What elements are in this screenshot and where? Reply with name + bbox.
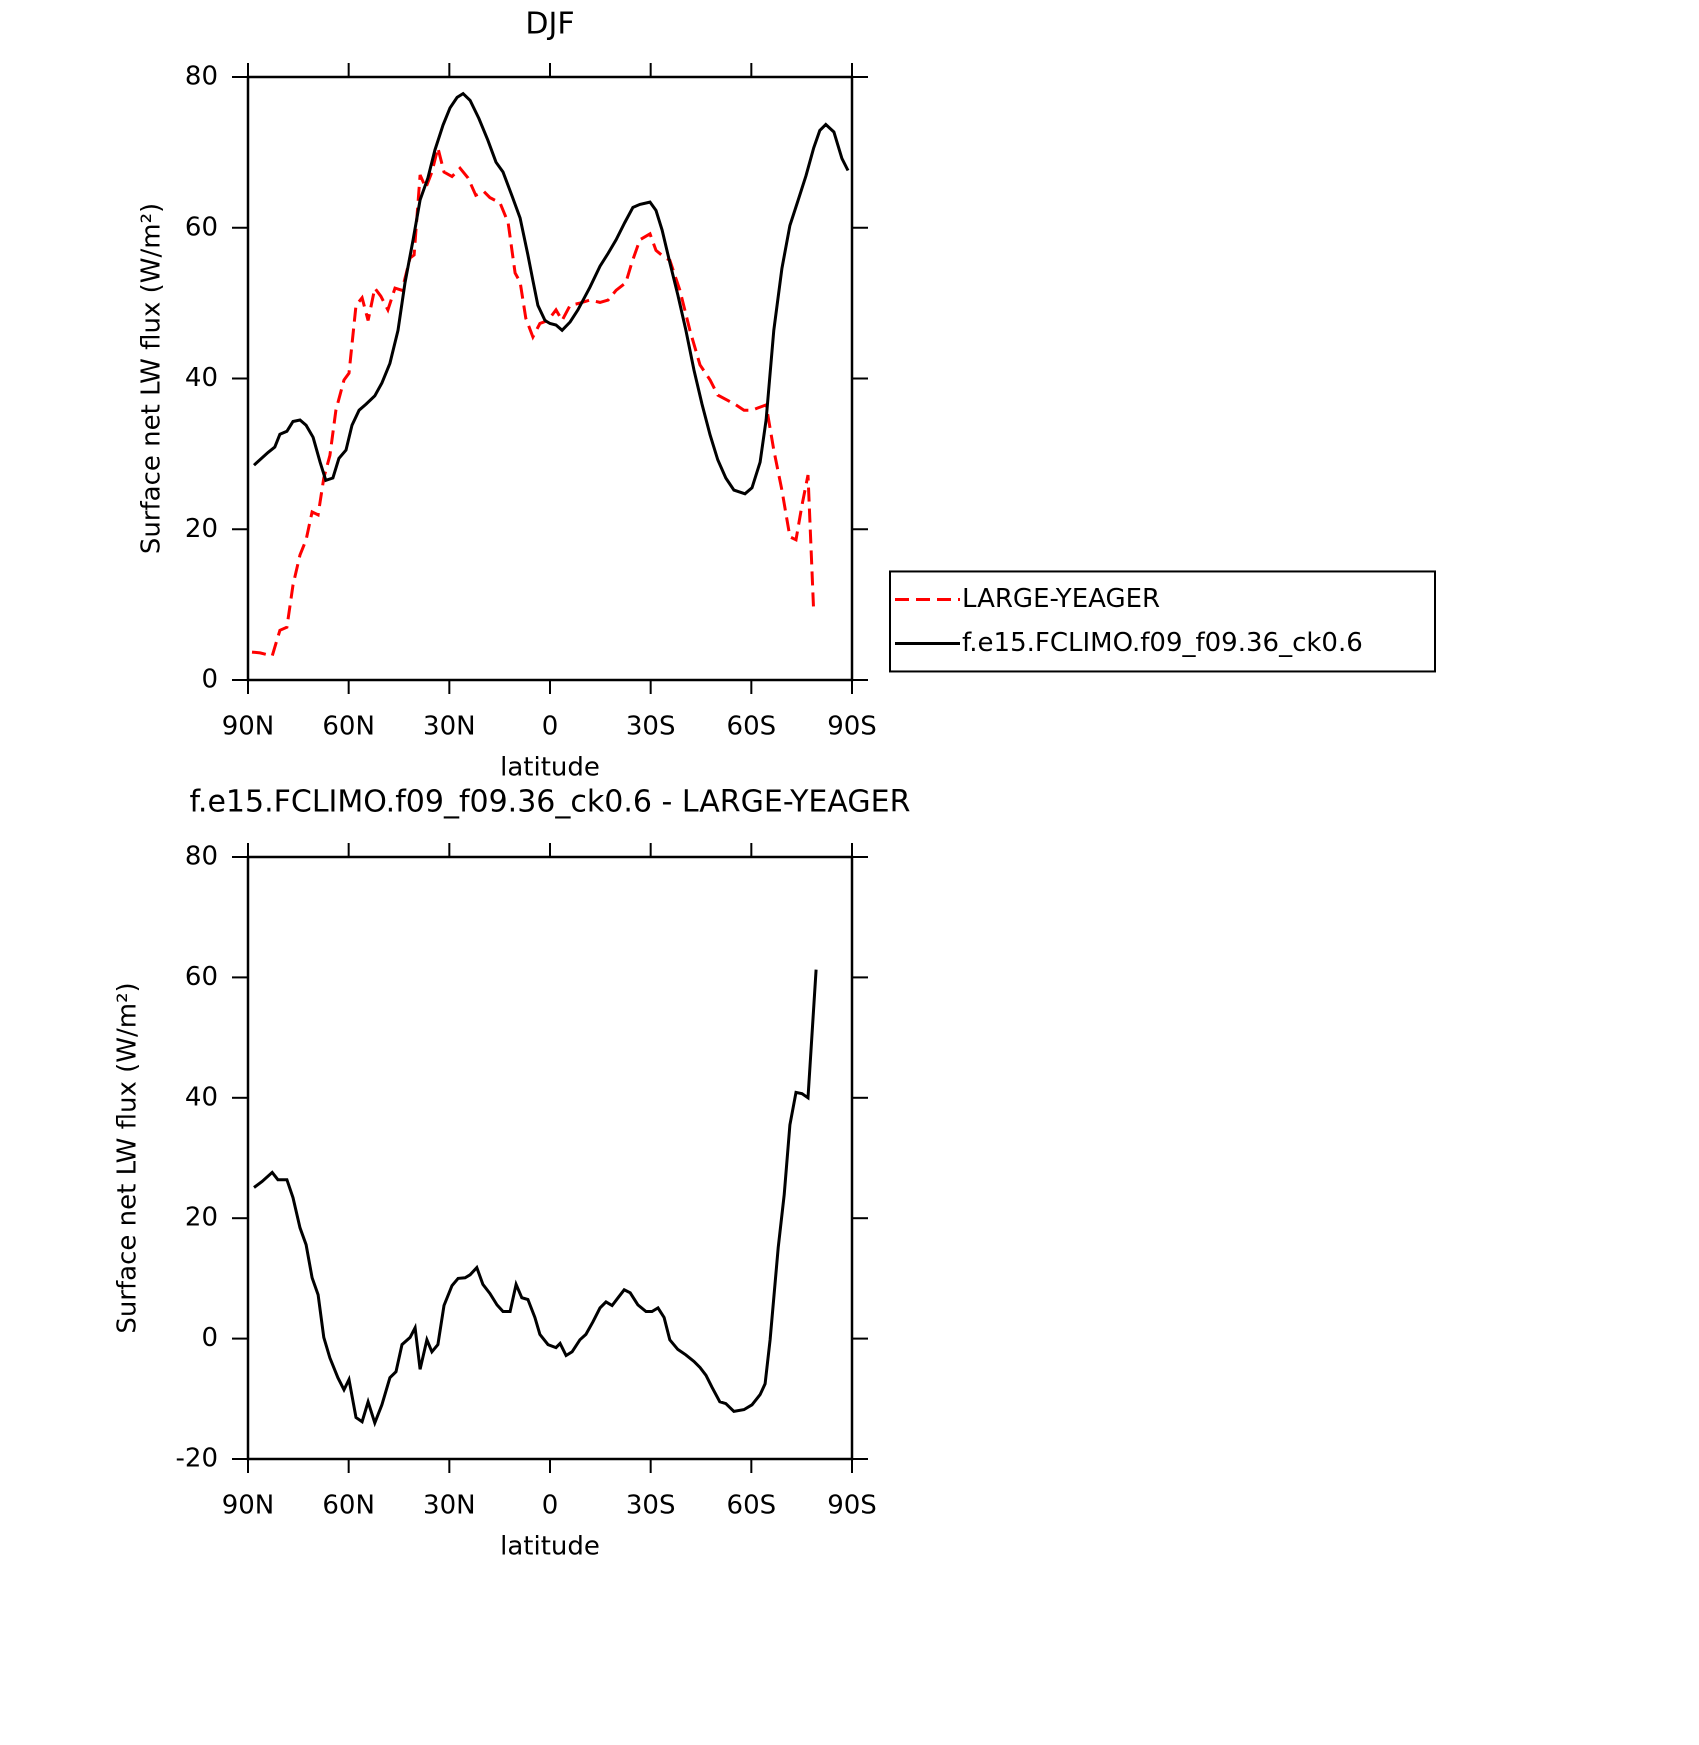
x-tick-label: 90S bbox=[827, 1491, 877, 1521]
chart-title: DJF bbox=[525, 7, 574, 42]
x-tick-label: 60N bbox=[322, 1491, 375, 1521]
y-tick-label: 0 bbox=[201, 665, 218, 695]
x-tick-label: 60S bbox=[727, 712, 777, 742]
x-tick-label: 90N bbox=[222, 712, 275, 742]
legend-label: LARGE-YEAGER bbox=[962, 584, 1160, 614]
legend-box bbox=[889, 570, 1436, 673]
x-tick-label: 30S bbox=[626, 1491, 676, 1521]
x-axis-label: latitude bbox=[500, 1532, 600, 1562]
x-tick-label: 90N bbox=[222, 1491, 275, 1521]
x-tick-label: 60S bbox=[727, 1491, 777, 1521]
x-tick-label: 30N bbox=[423, 1491, 476, 1521]
x-tick-label: 30N bbox=[423, 712, 476, 742]
plot-frame bbox=[246, 855, 854, 1461]
data-line bbox=[252, 91, 850, 496]
x-tick-label: 0 bbox=[542, 1491, 559, 1521]
x-tick-label: 60N bbox=[322, 712, 375, 742]
y-tick-label: 80 bbox=[185, 842, 218, 872]
y-tick-label: 20 bbox=[185, 514, 218, 544]
chart-title: f.e15.FCLIMO.f09_f09.36_ck0.6 - LARGE-YE… bbox=[190, 785, 911, 820]
x-tick-label: 30S bbox=[626, 712, 676, 742]
plot-frame bbox=[246, 75, 854, 682]
y-tick-label: 0 bbox=[201, 1323, 218, 1353]
y-tick-label: 40 bbox=[185, 363, 218, 393]
y-tick-label: 80 bbox=[185, 62, 218, 92]
y-tick-label: 60 bbox=[185, 212, 218, 242]
y-axis-label: Surface net LW flux (W/m²) bbox=[137, 203, 167, 554]
y-axis-label: Surface net LW flux (W/m²) bbox=[113, 982, 143, 1333]
data-line bbox=[251, 147, 816, 658]
y-tick-label: 20 bbox=[185, 1203, 218, 1233]
legend-label: f.e15.FCLIMO.f09_f09.36_ck0.6 bbox=[962, 628, 1363, 658]
x-tick-label: 0 bbox=[542, 712, 559, 742]
y-tick-label: 60 bbox=[185, 962, 218, 992]
x-tick-label: 90S bbox=[827, 712, 877, 742]
x-axis-label: latitude bbox=[500, 753, 600, 783]
y-tick-label: 40 bbox=[185, 1082, 218, 1112]
data-line bbox=[253, 969, 818, 1428]
y-tick-label: -20 bbox=[176, 1444, 218, 1474]
